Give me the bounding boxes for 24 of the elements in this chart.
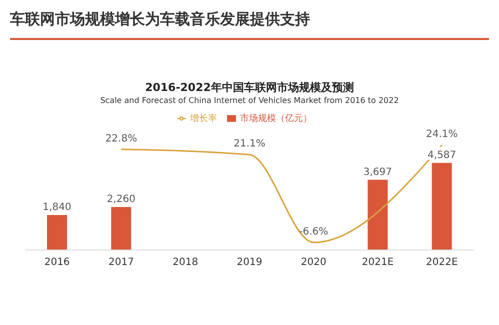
x-tick-label: 2021E (362, 257, 394, 268)
chart-subtitle: Scale and Forecast of China Internet of Vehicles Market from 2016 to 2022 (99, 96, 400, 105)
x-tick-label: 2020 (300, 257, 326, 268)
data-label: 2,260 (106, 194, 136, 206)
legend-label: 市场规模（亿元） (240, 114, 312, 124)
data-label: 21.1% (234, 138, 266, 150)
data-label: -6.6% (299, 226, 328, 238)
data-label: 24.1% (426, 129, 458, 140)
x-tick-label: 2019 (236, 257, 262, 268)
x-tick-label: 2017 (108, 257, 134, 268)
bar (432, 162, 452, 250)
data-label: 4,587 (428, 150, 456, 161)
x-tick-label: 2018 (172, 257, 198, 268)
bar (47, 215, 67, 250)
x-tick-label: 2016 (44, 257, 70, 268)
data-label: 3,697 (363, 166, 392, 178)
chart-title: 2016-2022年中国车联网市场规模及预测 (144, 80, 355, 95)
data-label: 22.8% (105, 133, 138, 144)
legend-label: 增长率 (190, 114, 217, 124)
bar (368, 180, 388, 250)
x-tick-label: 2022E (426, 257, 458, 268)
data-label: 1,840 (42, 202, 72, 214)
text: 车联网市场规模增长为车载音乐发展提供支持 (10, 10, 310, 29)
bar (111, 207, 132, 250)
